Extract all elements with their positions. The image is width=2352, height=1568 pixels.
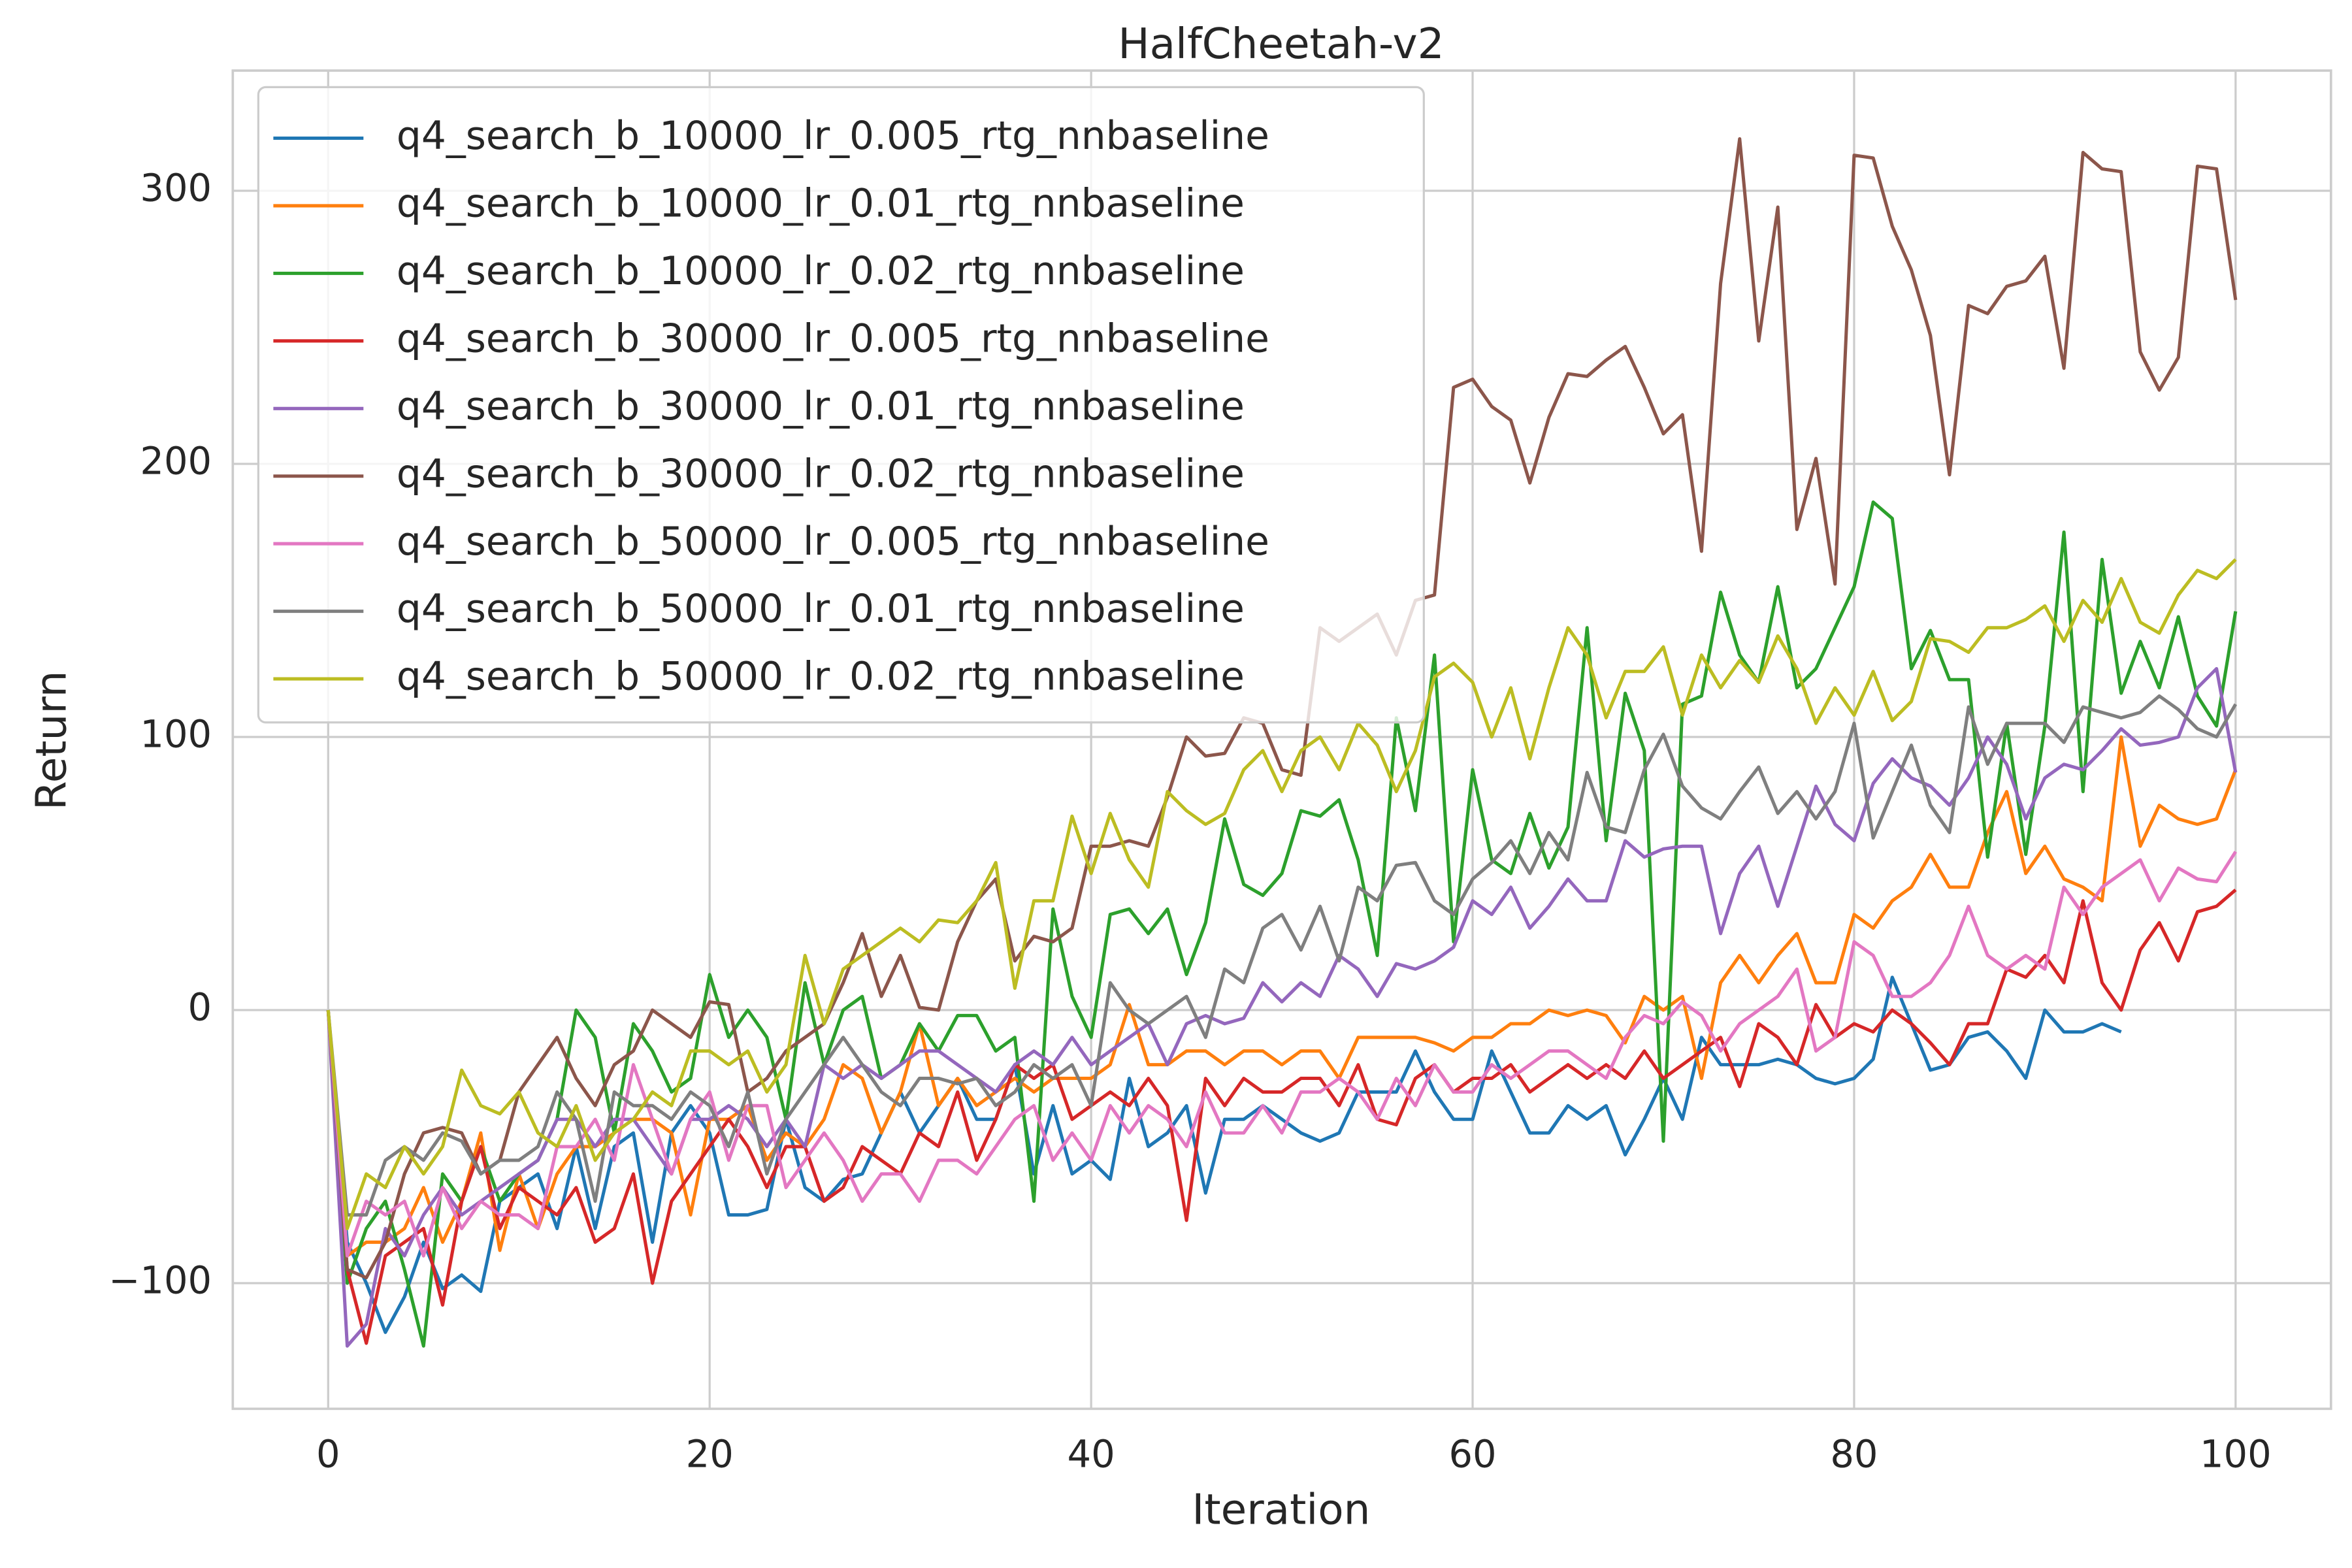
y-axis-label: Return bbox=[27, 671, 76, 811]
series-line bbox=[326, 735, 2238, 1258]
legend: q4_search_b_10000_lr_0.005_rtg_nnbaselin… bbox=[257, 86, 1425, 724]
x-tick-label: 80 bbox=[1830, 1433, 1878, 1477]
series-line bbox=[326, 694, 2238, 1217]
legend-box bbox=[257, 86, 1425, 724]
series-line bbox=[326, 558, 2237, 1230]
legend-label: q4_search_b_10000_lr_0.02_rtg_nnbaseline bbox=[397, 249, 1245, 294]
x-tick-label: 60 bbox=[1448, 1433, 1496, 1477]
plot-frame bbox=[231, 69, 2332, 1411]
legend-label: q4_search_b_50000_lr_0.02_rtg_nnbaseline bbox=[397, 655, 1245, 700]
y-tick-label: 100 bbox=[140, 713, 212, 757]
legend-label: q4_search_b_50000_lr_0.01_rtg_nnbaseline bbox=[397, 587, 1245, 632]
series-line bbox=[326, 137, 2238, 1280]
series-line bbox=[326, 500, 2238, 1348]
y-tick-label: 300 bbox=[140, 167, 212, 210]
chart-title: HalfCheetah-v2 bbox=[1118, 20, 1444, 69]
x-tick-label: 20 bbox=[686, 1433, 734, 1477]
y-tick-label: 0 bbox=[188, 986, 212, 1030]
series-line bbox=[326, 975, 2122, 1334]
x-tick-label: 100 bbox=[2200, 1433, 2272, 1477]
series-line bbox=[326, 666, 2238, 1348]
y-tick-label: −100 bbox=[108, 1259, 212, 1303]
series-line bbox=[326, 889, 2237, 1345]
y-tick-label: 200 bbox=[140, 440, 212, 483]
x-axis-label: Iteration bbox=[1192, 1486, 1370, 1535]
x-tick-label: 0 bbox=[316, 1433, 340, 1477]
legend-label: q4_search_b_30000_lr_0.02_rtg_nnbaseline bbox=[397, 451, 1245, 497]
legend-label: q4_search_b_30000_lr_0.01_rtg_nnbaseline bbox=[397, 384, 1245, 429]
legend-label: q4_search_b_10000_lr_0.005_rtg_nnbaselin… bbox=[397, 114, 1269, 159]
legend-label: q4_search_b_10000_lr_0.01_rtg_nnbaseline bbox=[397, 182, 1245, 227]
legend-label: q4_search_b_50000_lr_0.005_rtg_nnbaselin… bbox=[397, 519, 1269, 564]
legend-label: q4_search_b_30000_lr_0.005_rtg_nnbaselin… bbox=[397, 316, 1269, 361]
x-tick-label: 40 bbox=[1068, 1433, 1115, 1477]
